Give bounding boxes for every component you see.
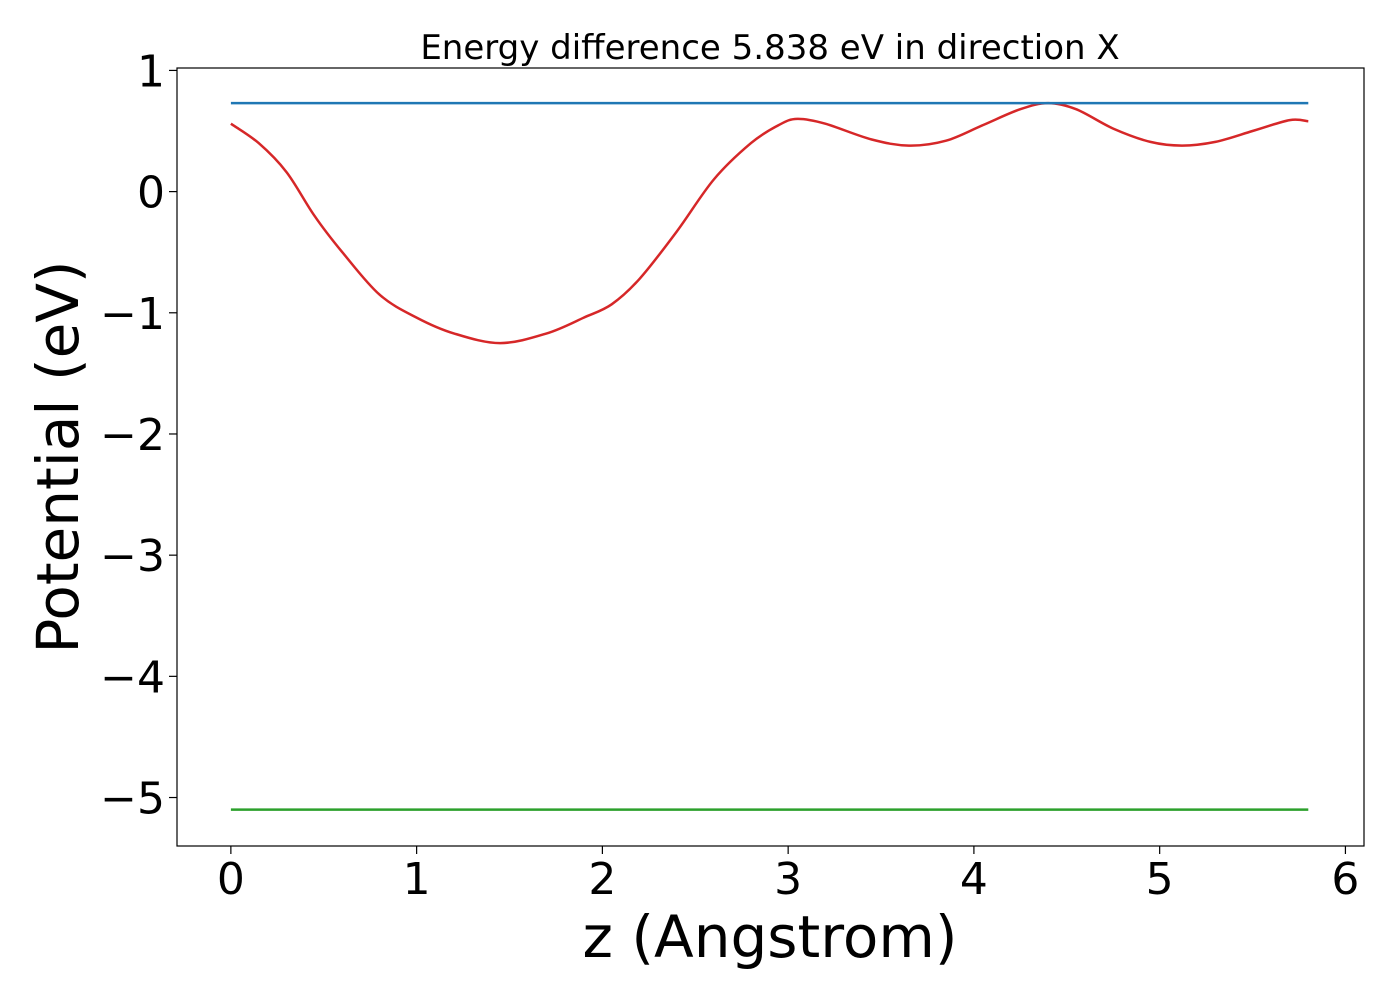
y-tick-label: −4: [100, 652, 165, 703]
x-tick-label: 3: [774, 854, 802, 905]
plot-background: [177, 68, 1364, 846]
series-layer: [230, 101, 1309, 811]
x-axis-label: z (Angstrom): [583, 903, 958, 971]
x-tick-label: 1: [403, 854, 431, 905]
y-tick-label: 0: [137, 168, 165, 219]
y-tick-label: −5: [100, 774, 165, 825]
y-axis-label: Potential (eV): [24, 260, 92, 653]
y-tick-label: −1: [100, 289, 165, 340]
plot-frame: [176, 67, 1365, 847]
chart-title: Energy difference 5.838 eV in direction …: [420, 28, 1119, 68]
x-tick-label: 5: [1146, 854, 1174, 905]
y-tick-label: −2: [100, 410, 165, 461]
x-tick-label: 4: [960, 854, 988, 905]
x-axis: 0 1 2 3 4 5 6: [217, 846, 1359, 905]
y-axis: 1 0 −1 −2 −3 −4 −5: [100, 46, 177, 825]
y-tick-label: −3: [100, 531, 165, 582]
x-tick-label: 6: [1331, 854, 1359, 905]
y-tick-label: 1: [137, 46, 165, 97]
potential-curve: [230, 101, 1309, 345]
x-tick-label: 2: [588, 854, 616, 905]
x-tick-label: 0: [217, 854, 245, 905]
